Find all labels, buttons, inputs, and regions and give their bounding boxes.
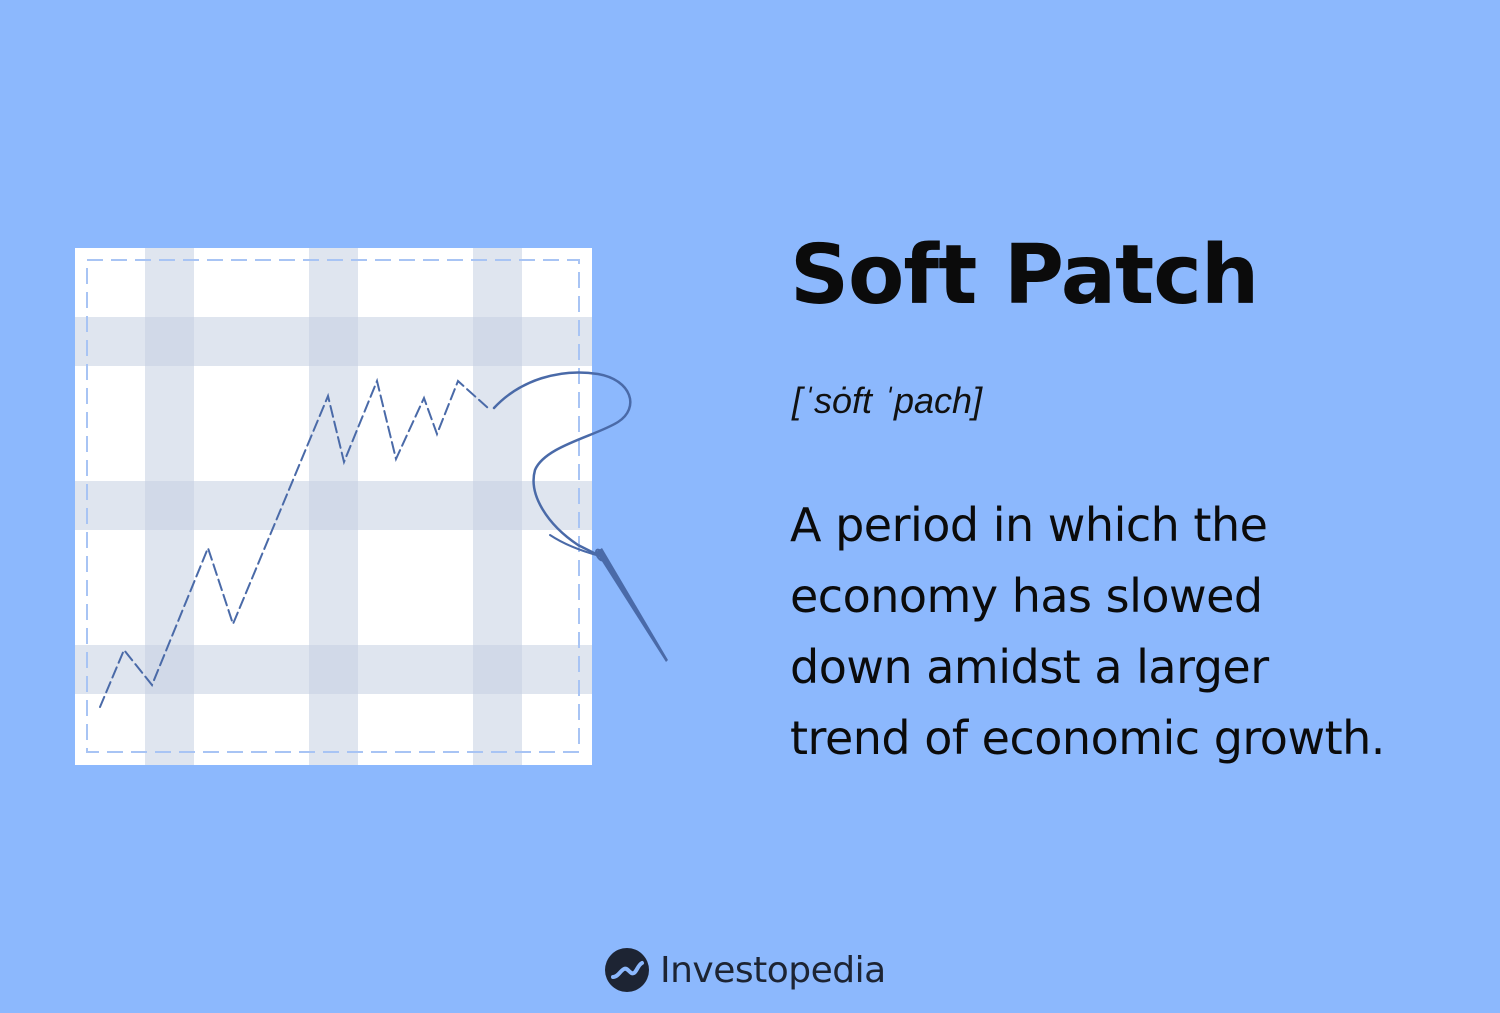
needle-icon <box>595 548 668 662</box>
brand-logo: Investopedia <box>604 944 886 996</box>
definition-line: economy has slowed <box>790 569 1263 623</box>
definition-line: down amidst a larger <box>790 640 1269 694</box>
stitched-trend-line-icon <box>99 377 489 708</box>
page-title: Soft Patch <box>790 228 1259 323</box>
thread-icon <box>492 371 632 558</box>
definition-line: A period in which the <box>790 498 1268 552</box>
definition-line: trend of economic growth. <box>790 711 1385 765</box>
investopedia-logo-icon <box>605 948 649 992</box>
pronunciation: [ˈsȯft ˈpach] <box>792 380 983 421</box>
definition-text: A period in which the economy has slowed… <box>790 490 1480 774</box>
brand-name: Investopedia <box>660 949 886 991</box>
fabric-patch-icon <box>75 248 592 765</box>
